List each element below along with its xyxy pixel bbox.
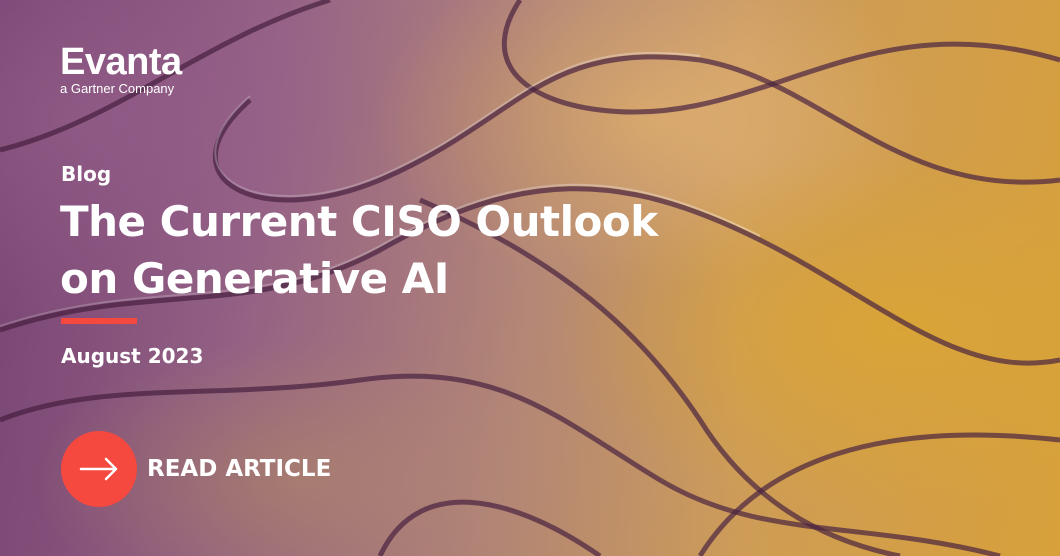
logo-tagline: a Gartner Company [60, 81, 175, 96]
title-line: The Current CISO Outlook [60, 197, 658, 246]
logo-name: Evanta [60, 41, 182, 83]
content-type-label: Blog [61, 162, 112, 186]
arrow-button-circle[interactable] [61, 431, 137, 507]
accent-divider [61, 318, 137, 324]
publish-date: August 2023 [61, 344, 204, 368]
read-article-label[interactable]: READ ARTICLE [147, 456, 332, 482]
arrow-right-icon [79, 457, 118, 481]
read-article-button[interactable]: READ ARTICLE [61, 431, 331, 507]
article-title: The Current CISO Outlook on Generative A… [60, 193, 658, 307]
evanta-logo[interactable]: Evanta a Gartner Company [60, 42, 182, 96]
title-line: on Generative AI [60, 254, 449, 303]
